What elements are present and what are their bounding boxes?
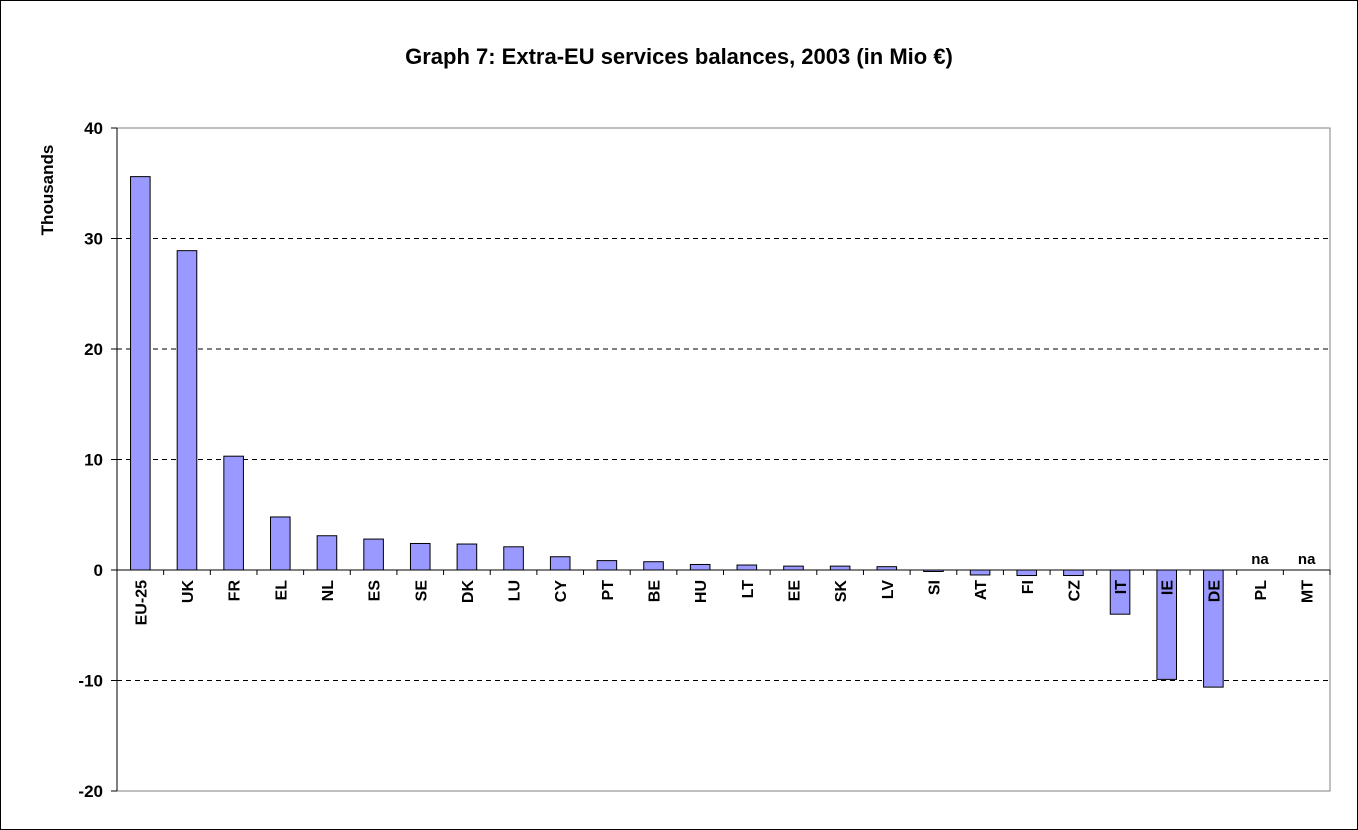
x-tick-label: SK [833,580,850,603]
bar-se [409,542,431,571]
na-label: na [1251,551,1269,568]
y-tick-label: 0 [94,561,103,580]
y-tick-label: 20 [84,340,103,359]
gridlines [117,238,1330,681]
y-tick-label: 10 [84,451,103,470]
bar-sk [829,565,851,571]
bar-hu [689,563,711,571]
bar-es [363,538,384,571]
y-axis-ticks: -20 -10 0 10 20 30 40 [78,119,118,801]
x-tick-label: AT [973,580,990,600]
bar-lt [736,564,758,571]
bars [130,176,1224,688]
bar-dk [456,543,478,571]
y-tick-label: -10 [78,672,103,691]
x-tick-label: SE [413,580,430,602]
x-tick-label: CY [553,580,570,603]
x-tick-label: PT [600,580,617,601]
x-tick-label: PL [1253,580,1270,601]
bar-be [643,561,664,571]
x-tick-label: LU [507,580,524,601]
na-label: na [1298,551,1316,568]
bar-fi [1016,569,1038,577]
x-tick-label: MT [1300,580,1317,603]
x-tick-label: BE [647,580,664,603]
x-tick-label: DE [1206,580,1223,603]
y-tick-label: 30 [84,230,103,249]
x-tick-label: IE [1160,580,1177,595]
x-tick-label: EL [273,580,290,601]
x-tick-label: LV [880,580,897,600]
y-tick-label: 40 [84,119,103,138]
bar-cy [549,556,571,571]
x-tick-label: SI [926,580,943,595]
bar-nl [316,535,338,571]
bar-pt [596,560,618,571]
bar-lu [503,546,524,571]
bar-uk [176,250,198,571]
x-tick-label: FI [1020,580,1037,594]
x-tick-label: IT [1113,580,1130,594]
x-tick-label: HU [693,580,710,603]
bar-at [969,569,991,576]
y-axis-title: Thousands [38,145,57,236]
x-tick-label: DK [460,580,477,604]
x-tick-label: UK [180,580,197,604]
x-tick-label: EE [786,580,803,602]
chart-title: Graph 7: Extra-EU services balances, 200… [405,44,953,69]
x-tick-label: CZ [1066,580,1083,602]
bar-fr [223,455,244,571]
x-tick-label: NL [320,580,337,602]
y-tick-label: -20 [78,782,103,801]
bar-ee [783,565,804,571]
x-axis-labels: EU-25 UK FR EL NL ES SE DK LU CY PT BE HU LT EE SK LV SI A… [133,551,1331,625]
x-tick-label: LT [740,580,757,599]
x-tick-label: FR [227,580,244,602]
x-tick-label: ES [367,580,384,602]
bar-eu-25 [130,176,151,571]
x-tick-label: EU-25 [133,580,150,625]
bar-el [269,516,291,571]
bar-cz [1063,569,1084,577]
